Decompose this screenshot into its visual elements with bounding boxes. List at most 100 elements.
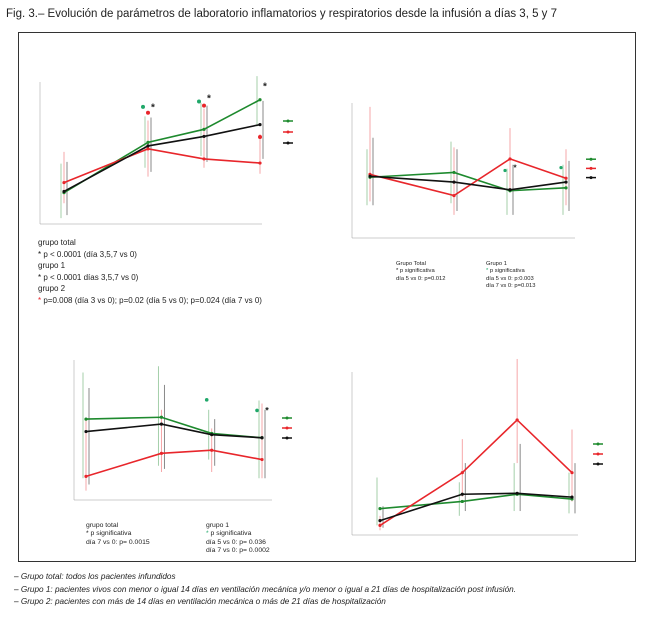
data-point-total [146, 144, 150, 148]
data-point-total [460, 492, 464, 496]
footnote-line: – Grupo total: todos los pacientes infun… [14, 572, 176, 581]
footnote-line: – Grupo 1: pacientes vivos con menor o i… [14, 584, 517, 594]
ferritin-notes-total: grupo total * p significativa día 7 vs 0: … [86, 522, 150, 547]
data-point-total [159, 422, 164, 426]
data-point-g1 [452, 170, 456, 175]
series-line-total [379, 492, 573, 522]
note-line: día 7 vs 0: p= 0.0015 [86, 538, 150, 546]
data-point-g1 [159, 415, 164, 419]
note-line: grupo 2 [38, 284, 66, 293]
significance-marker: * [513, 164, 517, 173]
note-asterisk: * [38, 295, 42, 305]
pao2-significance-notes: grupo total * p < 0.0001 (día 3,5,7 vs 0)… [38, 237, 262, 306]
note-text: p < 0.0001 (día 3,5,7 vs 0) [41, 249, 137, 259]
data-point-g1 [202, 127, 206, 131]
footnotes: – Grupo total: todos los pacientes infun… [14, 571, 516, 609]
significance-marker [559, 166, 563, 170]
legend-swatch-dot-g2 [589, 166, 593, 170]
data-point-g2 [564, 176, 568, 180]
data-point-total [378, 519, 382, 523]
significance-marker [146, 110, 150, 115]
series-line-g2 [369, 158, 567, 197]
note-text: p significativa [208, 530, 252, 538]
significance-marker: * [207, 94, 211, 105]
legend-swatch-dot-g1 [596, 442, 600, 446]
series-line-g2 [379, 418, 573, 527]
note-line: * p < 0.0001 (día 3,5,7 vs 0) [38, 249, 262, 261]
legend-swatch-dot-g2 [286, 130, 290, 134]
note-line: * p < 0.0001 días 3,5,7 vs 0) [38, 272, 262, 284]
note-line: * p significativa [396, 268, 445, 275]
note-text: p significativa [88, 530, 132, 538]
legend-swatch-dot-g1 [589, 157, 593, 161]
series-line-total [63, 123, 261, 193]
note-line: Grupo 1 [486, 261, 507, 267]
legend-swatch-dot-total [285, 436, 289, 440]
data-point-g1 [564, 186, 568, 190]
note-line: día 7 vs 0: p= 0.0002 [206, 546, 270, 554]
ferritin-notes-group1: grupo 1 * p significativa día 5 vs 0: p= 0… [206, 522, 270, 555]
data-point-g2 [508, 157, 512, 161]
legend-swatch-dot-total [286, 141, 290, 145]
data-point-total [84, 429, 88, 434]
data-point-g2 [452, 193, 456, 198]
note-line: grupo 1 [38, 261, 66, 270]
data-point-g1 [460, 499, 464, 504]
figure-frame [18, 32, 636, 562]
data-point-g2 [210, 448, 214, 452]
significance-marker [202, 103, 206, 108]
ldh-notes-total: Grupo Total * p significativa día 5 vs 0: … [396, 261, 445, 283]
series-line-g1 [369, 171, 567, 192]
data-point-g2 [202, 157, 206, 161]
footnote-line: – Grupo 2: pacientes con más de 14 días … [14, 597, 386, 606]
ldh-notes-group1: Grupo 1 * p significativa día 5 vs 0: p:0.… [486, 261, 535, 290]
series-line-g2 [63, 148, 261, 184]
data-point-g2 [570, 471, 574, 475]
legend-swatch-dot-total [596, 462, 600, 466]
note-line: Grupo Total [396, 261, 426, 267]
note-line: * p significativa [86, 530, 150, 538]
note-line: * p significativa [206, 530, 270, 538]
note-asterisk: * [38, 272, 42, 282]
figure-title: Fig. 3.– Evolución de parámetros de labo… [6, 8, 558, 20]
data-point-g2 [84, 474, 88, 478]
data-point-g1 [378, 507, 382, 511]
data-point-g2 [378, 523, 382, 528]
note-asterisk: * [396, 268, 399, 275]
data-point-total [570, 495, 574, 499]
note-line: grupo total [86, 522, 119, 529]
series-line-g2 [85, 449, 263, 478]
data-point-total [508, 188, 512, 192]
note-asterisk: * [486, 268, 489, 275]
significance-marker [503, 168, 507, 173]
data-point-g2 [146, 147, 150, 151]
significance-marker [204, 398, 209, 402]
significance-marker: * [151, 102, 155, 113]
series-line-g1 [63, 99, 261, 194]
note-text: p < 0.0001 días 3,5,7 vs 0) [41, 272, 139, 282]
note-line: grupo 1 [206, 522, 230, 529]
significance-marker [197, 99, 201, 104]
legend-swatch-dot-total [589, 176, 593, 180]
data-point-total [564, 180, 568, 184]
data-point-g1 [84, 417, 88, 421]
significance-marker [258, 135, 262, 140]
data-point-g2 [515, 418, 519, 422]
note-asterisk: * [206, 530, 209, 538]
data-point-total [202, 134, 206, 139]
significance-marker [141, 104, 145, 109]
note-line: día 7 vs 0: p=0.013 [486, 282, 536, 289]
legend-swatch-dot-g1 [286, 119, 290, 123]
legend-swatch-dot-g2 [596, 452, 600, 456]
data-point-total [258, 123, 262, 127]
legend-swatch-dot-g2 [285, 426, 289, 430]
data-point-g2 [460, 471, 464, 475]
data-point-g1 [146, 140, 150, 144]
data-point-total [368, 174, 372, 178]
significance-marker [255, 408, 259, 413]
series-line-total [369, 175, 567, 191]
significance-marker: * [263, 82, 267, 93]
legend-swatch-dot-g1 [285, 416, 289, 420]
